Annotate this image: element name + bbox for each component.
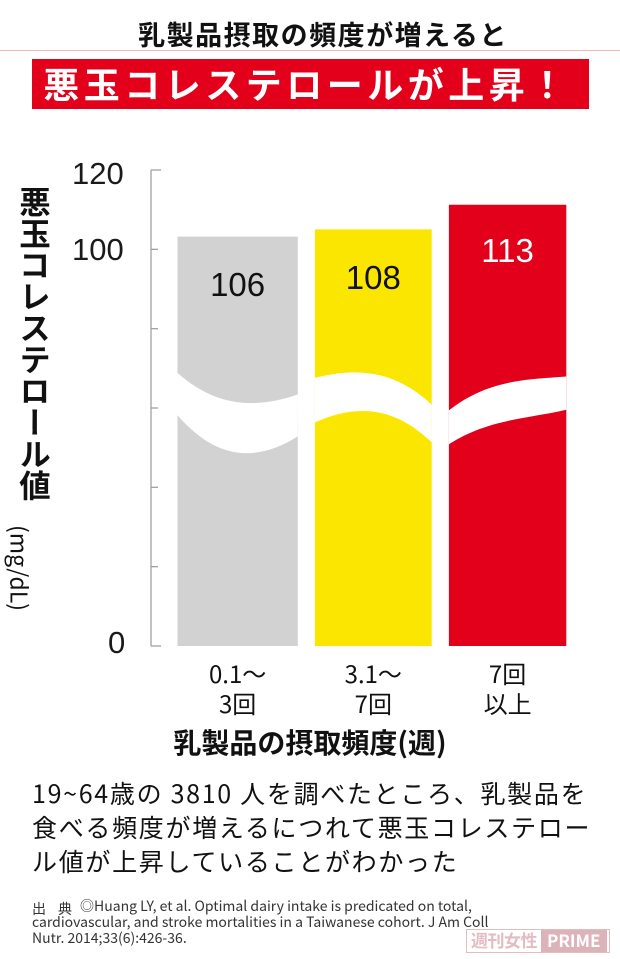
svg-text:113: 113 bbox=[481, 232, 534, 269]
svg-text:108: 108 bbox=[346, 259, 401, 296]
svg-text:106: 106 bbox=[210, 266, 265, 303]
